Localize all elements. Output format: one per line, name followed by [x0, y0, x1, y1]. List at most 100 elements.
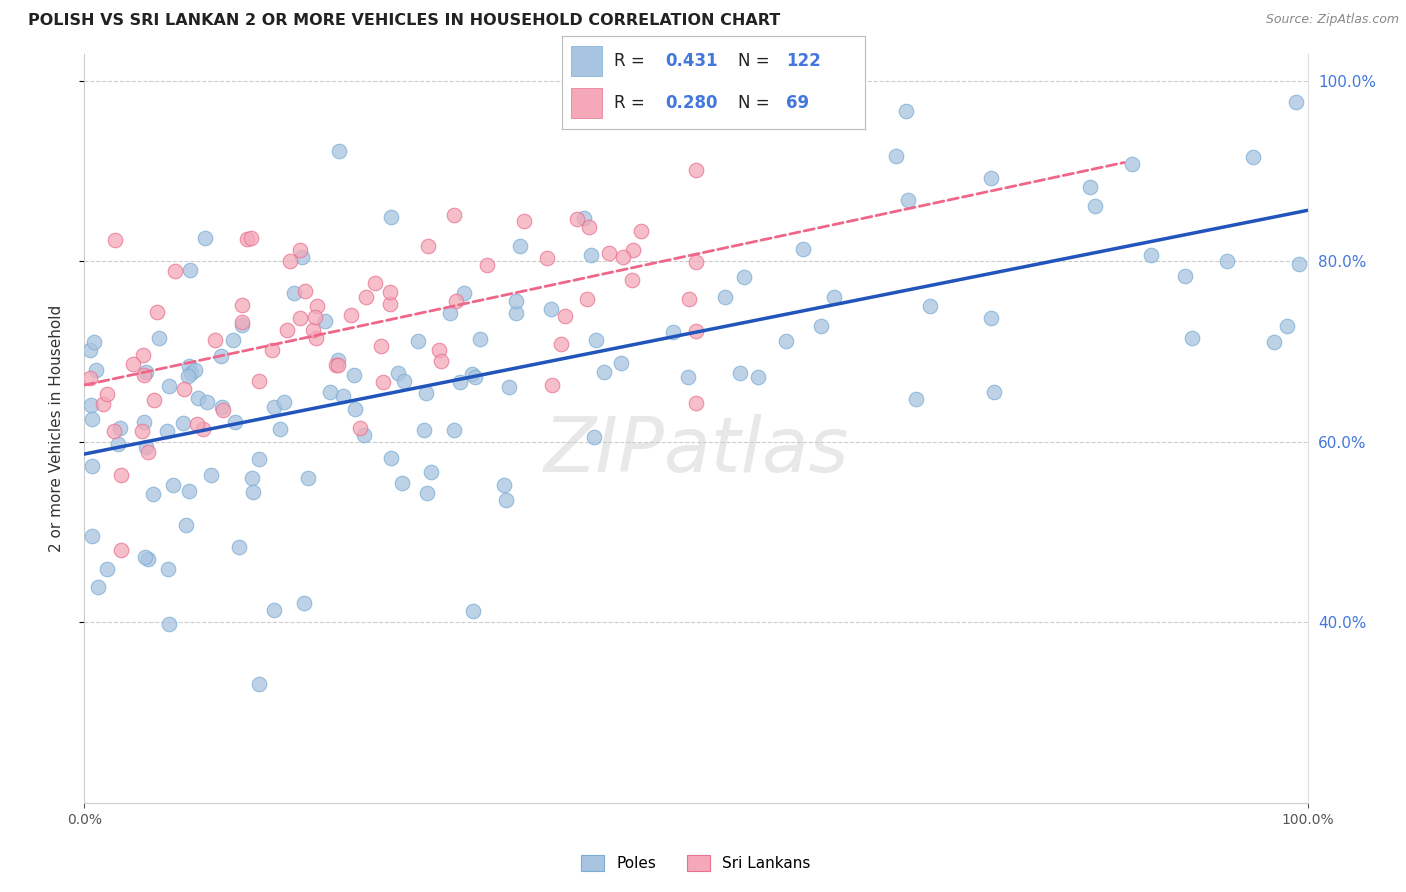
Point: [135, 440, 157, 454]
Point: [676, 370, 699, 384]
Text: N =: N =: [738, 95, 775, 112]
Point: [239, 230, 262, 244]
Point: [290, 310, 312, 325]
Point: [810, 318, 832, 333]
Point: [163, 264, 186, 278]
Point: [662, 325, 685, 339]
Point: [302, 323, 325, 337]
Point: [541, 377, 564, 392]
Point: [378, 297, 401, 311]
Point: [714, 290, 737, 304]
Point: [342, 368, 364, 382]
Text: Source: ZipAtlas.com: Source: ZipAtlas.com: [1265, 13, 1399, 27]
Point: [79, 371, 101, 385]
Point: [305, 331, 328, 345]
Point: [592, 365, 614, 379]
Point: [620, 273, 643, 287]
Point: [505, 306, 527, 320]
Point: [184, 363, 207, 377]
Point: [498, 380, 520, 394]
Point: [79, 343, 101, 357]
Point: [314, 314, 336, 328]
Point: [775, 334, 797, 348]
Point: [304, 310, 326, 324]
Point: [1275, 318, 1298, 333]
Point: [325, 358, 347, 372]
Point: [415, 385, 437, 400]
Point: [236, 232, 259, 246]
Point: [747, 370, 769, 384]
Point: [685, 163, 707, 178]
Point: [278, 253, 301, 268]
Point: [110, 543, 132, 558]
Point: [297, 470, 319, 484]
Point: [157, 617, 180, 632]
Point: [180, 366, 202, 380]
Point: [209, 349, 232, 363]
Text: POLISH VS SRI LANKAN 2 OR MORE VEHICLES IN HOUSEHOLD CORRELATION CHART: POLISH VS SRI LANKAN 2 OR MORE VEHICLES …: [28, 13, 780, 29]
Point: [276, 323, 298, 337]
Point: [509, 239, 531, 253]
Point: [156, 424, 179, 438]
Point: [413, 423, 436, 437]
Point: [585, 334, 607, 348]
Point: [536, 251, 558, 265]
Point: [380, 451, 402, 466]
Point: [430, 354, 453, 368]
Point: [1140, 248, 1163, 262]
Text: 0.280: 0.280: [665, 95, 717, 112]
Point: [495, 492, 517, 507]
Point: [685, 324, 707, 338]
Point: [332, 389, 354, 403]
Point: [87, 580, 110, 594]
Point: [685, 255, 707, 269]
Point: [565, 211, 588, 226]
Point: [156, 561, 179, 575]
Text: R =: R =: [614, 52, 650, 70]
Point: [273, 395, 295, 409]
Point: [418, 239, 440, 253]
Point: [1216, 253, 1239, 268]
Point: [146, 305, 169, 319]
Point: [96, 386, 118, 401]
Point: [980, 170, 1002, 185]
Point: [135, 365, 157, 379]
Point: [380, 211, 402, 225]
Point: [288, 243, 311, 257]
Point: [148, 331, 170, 345]
Point: [610, 356, 633, 370]
Point: [172, 416, 194, 430]
Bar: [571, 88, 602, 118]
Point: [291, 251, 314, 265]
Point: [461, 604, 484, 618]
Point: [897, 194, 920, 208]
Point: [685, 396, 707, 410]
Point: [247, 451, 270, 466]
Point: [136, 445, 159, 459]
Point: [136, 551, 159, 566]
Point: [326, 353, 349, 368]
Point: [444, 294, 467, 309]
Point: [263, 603, 285, 617]
Point: [894, 104, 917, 119]
Point: [550, 336, 572, 351]
Point: [540, 301, 562, 316]
Point: [884, 148, 907, 162]
Point: [392, 374, 415, 388]
Point: [918, 299, 941, 313]
Point: [464, 369, 486, 384]
Point: [307, 299, 329, 313]
Point: [242, 485, 264, 500]
Point: [231, 315, 253, 329]
Point: [292, 596, 315, 610]
Point: [363, 276, 385, 290]
Point: [131, 347, 153, 361]
Point: [612, 250, 634, 264]
Point: [378, 285, 401, 299]
Text: R =: R =: [614, 95, 650, 112]
Point: [212, 402, 235, 417]
Point: [353, 427, 375, 442]
Point: [231, 298, 253, 312]
Point: [131, 424, 153, 438]
Point: [186, 417, 208, 431]
